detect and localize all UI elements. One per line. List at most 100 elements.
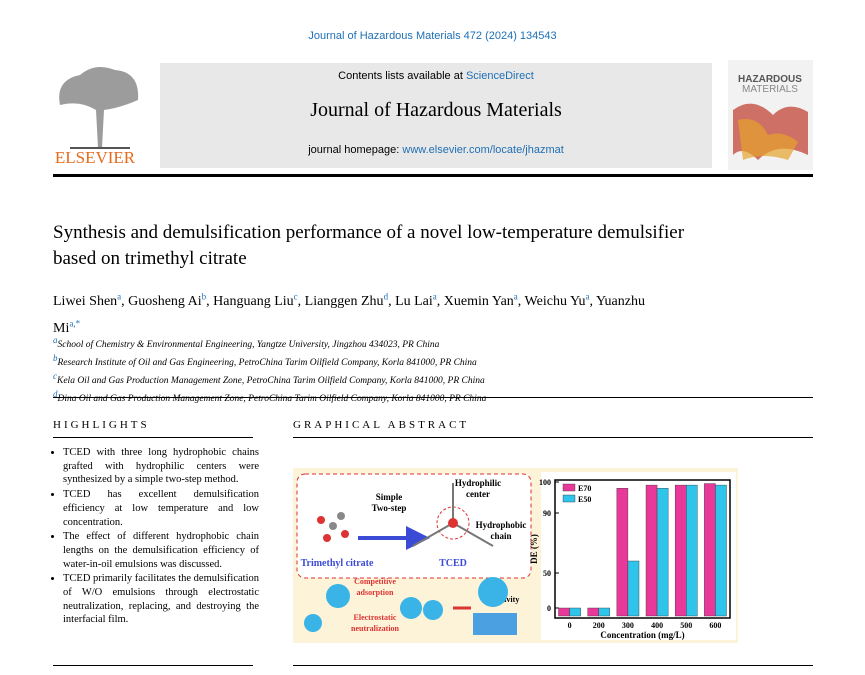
ga-label: Electrostatic [354,613,397,622]
bar [686,484,698,617]
y-tick-label: 50 [543,569,551,578]
y-tick-label: 90 [543,509,551,518]
author-affiliation: a [513,291,518,301]
affiliation: dDina Oil and Gas Production Management … [53,388,753,406]
authors: Liwei ShenaGuosheng AibHanguang LiucLian… [53,285,653,340]
homepage-link[interactable]: www.elsevier.com/locate/jhazmat [402,144,564,156]
author-affiliation: d [383,291,389,301]
journal-cover: HAZARDOUS MATERIALS [728,60,813,170]
legend-label: E70 [578,484,591,493]
author: Guosheng Aib [128,291,213,309]
affiliation: aSchool of Chemistry & Environmental Eng… [53,334,753,352]
x-tick-label: 600 [709,621,721,630]
bar [558,607,570,617]
x-tick-label: 500 [680,621,692,630]
bar [569,607,581,617]
graphical-abstract-heading: GRAPHICAL ABSTRACT [293,419,470,431]
publisher: ELSEVIER [55,148,136,167]
ga-label: Simple [376,492,403,502]
affiliation: cKela Oil and Gas Production Management … [53,370,753,388]
contents-link[interactable]: ScienceDirect [465,70,534,82]
affiliations: aSchool of Chemistry & Environmental Eng… [53,334,753,407]
ga-label: Trimethyl citrate [301,558,374,569]
rule [293,665,813,666]
affiliation-text: Research Institute of Oil and Gas Engine… [57,358,477,369]
highlights-list: TCED with three long hydrophobic chains … [53,446,259,628]
author-affiliation: a [432,291,437,301]
author-name: Weichu Yu [524,293,586,309]
x-tick-label: 0 [568,621,572,630]
cover-title: MATERIALS [742,84,798,95]
author: Liwei Shena [53,291,128,309]
bar [587,607,599,617]
affiliation: bResearch Institute of Oil and Gas Engin… [53,352,753,370]
bar [598,607,611,617]
highlights-heading: HIGHLIGHTS [53,419,150,431]
bar [656,488,669,617]
molecule [317,512,349,542]
author-name: Yuanzhu Mi [53,293,645,337]
author: Hanguang Liuc [213,291,304,309]
journal-title: Journal of Hazardous Materials [310,99,562,121]
highlight: TCED with three long hydrophobic chains … [63,446,259,487]
ga-label: TCED [439,558,467,569]
affiliation-key: a [53,335,58,345]
author-affiliation: a [117,291,122,301]
author-affiliation: b [201,291,207,301]
ga-label: Hydrophilic [455,478,501,488]
bar [645,484,658,617]
author-name: Liwei Shen [53,293,118,309]
citation: Journal of Hazardous Materials 472 (2024… [308,30,557,42]
author: Lu Laia [395,291,444,309]
highlight: TCED has excellent demulsification effic… [63,488,259,529]
cover-title: HAZARDOUS [738,74,802,85]
author: Xuemin Yana [443,291,525,309]
masthead: Contents lists available at ScienceDirec… [160,63,712,168]
ga-label: chain [490,531,511,541]
contents-prefix: Contents lists available at [338,70,463,82]
rule [293,437,813,438]
legend-swatch [562,483,576,492]
author-affiliation: c [293,291,298,301]
rule [53,665,253,666]
y-tick-label: 0 [547,604,551,613]
ga-label: Hydrophobic [476,520,527,530]
x-tick-label: 400 [651,621,663,630]
rule [53,437,253,438]
ga-label: Competitive [354,577,396,586]
highlight: The effect of different hydrophobic chai… [63,530,259,571]
author-affiliation: a [585,291,590,301]
ga-label: center [466,489,490,499]
plot-frame [554,479,731,619]
author-affiliation: a,* [69,318,81,329]
author: Yuanzhu Mia,* [53,294,645,337]
affiliation-key: d [53,389,58,400]
affiliation-text: Dina Oil and Gas Production Management Z… [57,394,487,405]
highlight: TCED primarily facilitates the demulsifi… [63,572,259,627]
author-name: Lianggen Zhu [304,293,384,309]
author-name: Hanguang Liu [213,293,294,309]
rule [53,174,813,177]
author: Lianggen Zhud [304,291,395,309]
ga-label: neutralization [351,624,400,633]
affiliation-key: b [53,353,58,364]
x-axis-label: Concentration (mg/L) [600,630,684,640]
bar [616,488,629,617]
affiliation-text: Kela Oil and Gas Production Management Z… [57,376,485,387]
x-tick-label: 200 [593,621,605,630]
author-name: Lu Lai [395,293,433,309]
bar [674,484,687,617]
bar [704,483,716,617]
ga-label: Two-step [372,503,407,513]
y-axis-label: DE (%) [529,534,539,564]
droplets [304,577,517,635]
author-name: Xuemin Yan [443,293,514,309]
article-title: Synthesis and demulsification performanc… [53,222,685,269]
affiliation-text: School of Chemistry & Environmental Engi… [57,340,440,351]
y-tick-label: 100 [539,478,551,487]
rule [53,397,813,398]
center-highlight [436,506,470,540]
ga-label: Gravity [493,595,520,604]
bar [627,560,640,617]
